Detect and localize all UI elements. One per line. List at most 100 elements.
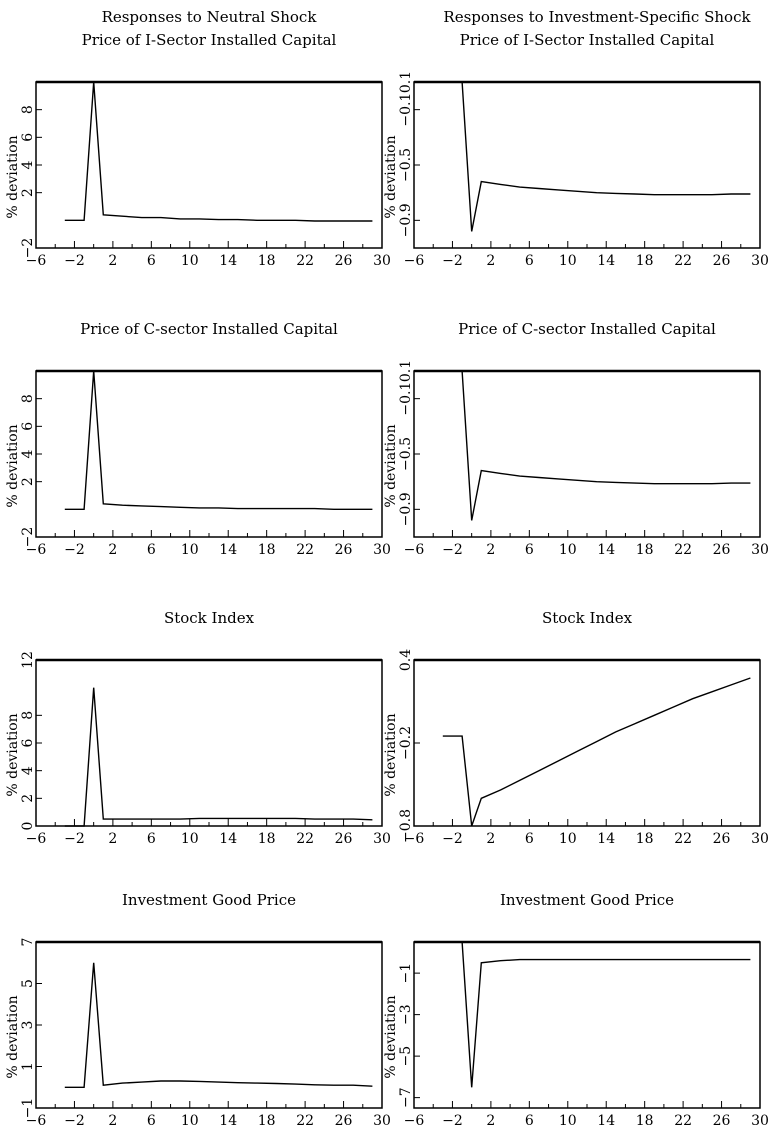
x-tick-label: −6: [404, 253, 425, 269]
y-tick-label: 4: [20, 160, 36, 169]
y-tick-label: 3: [20, 1021, 36, 1030]
panel-title: Price of I-Sector Installed Capital: [82, 31, 337, 49]
x-tick-label: 26: [335, 831, 353, 847]
x-tick-label: 30: [751, 831, 769, 847]
y-tick-label: −5: [398, 1046, 414, 1067]
x-tick-label: −2: [64, 253, 85, 269]
x-tick-label: 18: [258, 542, 276, 558]
y-tick-label: −1: [398, 963, 414, 984]
x-tick-label: 26: [713, 542, 731, 558]
y-tick-label: 4: [20, 766, 36, 775]
chart-panel-2: Price of I-Sector Installed Capital −6 −2 2…: [383, 31, 769, 269]
plot-frame: [413, 81, 761, 249]
x-tick-label: 10: [559, 831, 577, 847]
y-axis-label: % deviation: [383, 424, 399, 507]
y-tick-label: −0.9: [398, 203, 414, 237]
x-tick-label: 18: [636, 253, 654, 269]
x-tick-label: 6: [147, 831, 156, 847]
y-tick-label: 0: [20, 822, 36, 831]
x-tick-label: 26: [713, 831, 731, 847]
plot-frame: [413, 370, 761, 538]
x-tick-label: 2: [108, 1113, 117, 1129]
x-tick-label: 6: [525, 1113, 534, 1129]
x-tick-label: 30: [751, 253, 769, 269]
x-tick-label: 18: [258, 253, 276, 269]
panels-grid: Price of I-Sector Installed Capital−6 −2 2…: [5, 31, 769, 1129]
chart-panel-8: Investment Good Price−6 −2 2 6 10 14 18 22 26 30−…: [383, 891, 769, 1129]
y-tick-label: −3: [398, 1004, 414, 1025]
y-axis-label: % deviation: [5, 713, 21, 796]
y-axis-label: % deviation: [5, 135, 21, 218]
chart-panel-1: Price of I-Sector Installed Capital−6 −2 2…: [5, 31, 391, 269]
x-tick-label: 14: [597, 831, 615, 847]
y-tick-label: −1: [20, 1098, 36, 1119]
x-tick-label: 2: [108, 253, 117, 269]
x-tick-label: 30: [373, 542, 391, 558]
y-axis-label: % deviation: [5, 424, 21, 507]
y-tick-label: −0.1: [398, 382, 414, 416]
x-tick-label: 14: [219, 831, 237, 847]
y-tick-label: 12: [20, 651, 36, 669]
y-tick-label: −2: [20, 527, 36, 548]
x-tick-label: 22: [674, 253, 692, 269]
x-tick-label: 30: [751, 542, 769, 558]
x-tick-label: 2: [486, 831, 495, 847]
chart-panel-3: Price of C-sector Installed Capital−6 −2 2…: [5, 320, 391, 558]
y-tick-label: 1: [20, 1062, 36, 1071]
y-tick-label: −0.5: [398, 148, 414, 182]
x-tick-label: −2: [64, 1113, 85, 1129]
y-tick-label: 2: [20, 794, 36, 803]
y-tick-label: 6: [20, 738, 36, 747]
x-tick-label: 26: [335, 542, 353, 558]
x-tick-label: 2: [486, 1113, 495, 1129]
x-tick-label: −6: [26, 831, 47, 847]
x-tick-label: 22: [674, 542, 692, 558]
plot-frame: [35, 659, 383, 827]
panel-title: Investment Good Price: [122, 891, 296, 909]
x-tick-label: 26: [713, 1113, 731, 1129]
x-tick-label: 18: [636, 1113, 654, 1129]
panel-title: Price of I-Sector Installed Capital: [460, 31, 715, 49]
series-line-1: [64, 370, 373, 510]
x-tick-label: 18: [258, 1113, 276, 1129]
chart-panel-6: Stock Index−6 −2 2 6 10 14 18 22 26 30−0.8−0.20.4…: [383, 609, 769, 847]
x-tick-label: 18: [258, 831, 276, 847]
x-tick-label: 10: [181, 542, 199, 558]
y-tick-label: −0.9: [398, 492, 414, 526]
x-tick-label: 22: [296, 1113, 314, 1129]
x-tick-label: 22: [296, 831, 314, 847]
y-tick-label: 4: [20, 449, 36, 458]
y-tick-label: 7: [20, 938, 36, 947]
x-tick-label: 6: [525, 542, 534, 558]
y-tick-label: 6: [20, 422, 36, 431]
x-tick-label: 22: [296, 253, 314, 269]
series-line-1: [442, 370, 751, 521]
y-tick-label: −0.2: [398, 726, 414, 760]
x-tick-label: 6: [147, 253, 156, 269]
column-title-investment-specific: Responses to Investment-Specific Shock: [443, 8, 751, 26]
x-tick-label: 30: [373, 1113, 391, 1129]
y-tick-label: 0.1: [398, 360, 414, 382]
x-tick-label: 6: [147, 1113, 156, 1129]
x-tick-label: −6: [26, 1113, 47, 1129]
x-tick-label: 10: [559, 1113, 577, 1129]
y-axis-label: % deviation: [5, 995, 21, 1078]
x-tick-label: 26: [335, 1113, 353, 1129]
y-tick-label: −2: [20, 238, 36, 259]
column-title-neutral: Responses to Neutral Shock: [102, 8, 318, 26]
chart-panel-7: Investment Good Price−6 −2 2 6 10 14 18 22 26 30−…: [5, 891, 391, 1129]
x-tick-label: 14: [219, 542, 237, 558]
plot-frame: [35, 941, 383, 1109]
plot-frame: [413, 659, 761, 827]
chart-panel-4: Price of C-sector Installed Capital −6 −2 2…: [383, 320, 769, 558]
x-tick-label: 10: [181, 1113, 199, 1129]
x-tick-label: 30: [751, 1113, 769, 1129]
x-tick-label: 10: [559, 253, 577, 269]
x-tick-label: −6: [404, 1113, 425, 1129]
x-tick-label: −2: [442, 253, 463, 269]
x-tick-label: −6: [404, 831, 425, 847]
x-tick-label: 14: [597, 542, 615, 558]
x-tick-label: −6: [26, 542, 47, 558]
y-tick-label: 8: [20, 711, 36, 720]
